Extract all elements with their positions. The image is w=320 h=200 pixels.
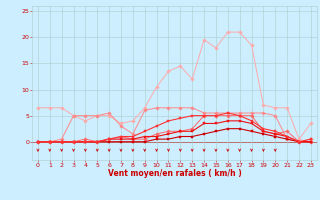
X-axis label: Vent moyen/en rafales ( km/h ): Vent moyen/en rafales ( km/h ) xyxy=(108,169,241,178)
